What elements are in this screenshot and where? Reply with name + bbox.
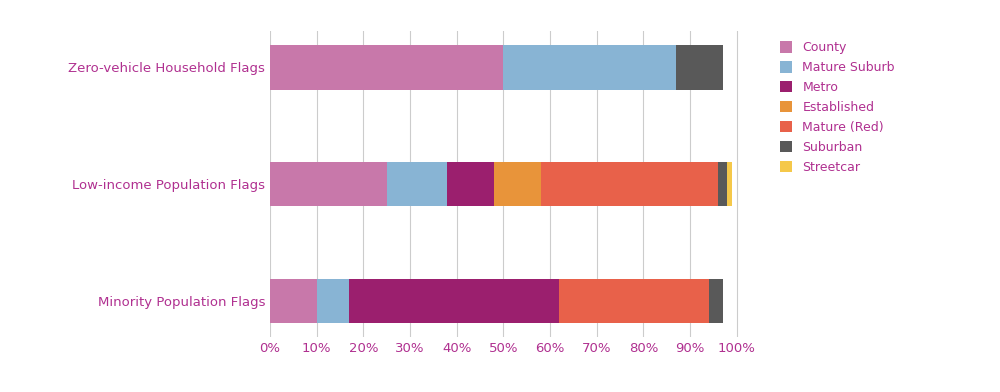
Bar <box>317 279 349 323</box>
Bar <box>503 45 676 90</box>
Bar <box>541 162 718 207</box>
Bar <box>270 162 387 207</box>
Bar <box>270 279 317 323</box>
Bar <box>559 279 709 323</box>
Bar <box>387 162 447 207</box>
Bar <box>709 279 723 323</box>
Bar <box>494 162 541 207</box>
Bar <box>727 162 732 207</box>
Legend: County, Mature Suburb, Metro, Established, Mature (Red), Suburban, Streetcar: County, Mature Suburb, Metro, Establishe… <box>776 38 899 177</box>
Bar <box>270 45 503 90</box>
Bar <box>349 279 559 323</box>
Bar <box>718 162 727 207</box>
Bar <box>676 45 723 90</box>
Bar <box>447 162 494 207</box>
